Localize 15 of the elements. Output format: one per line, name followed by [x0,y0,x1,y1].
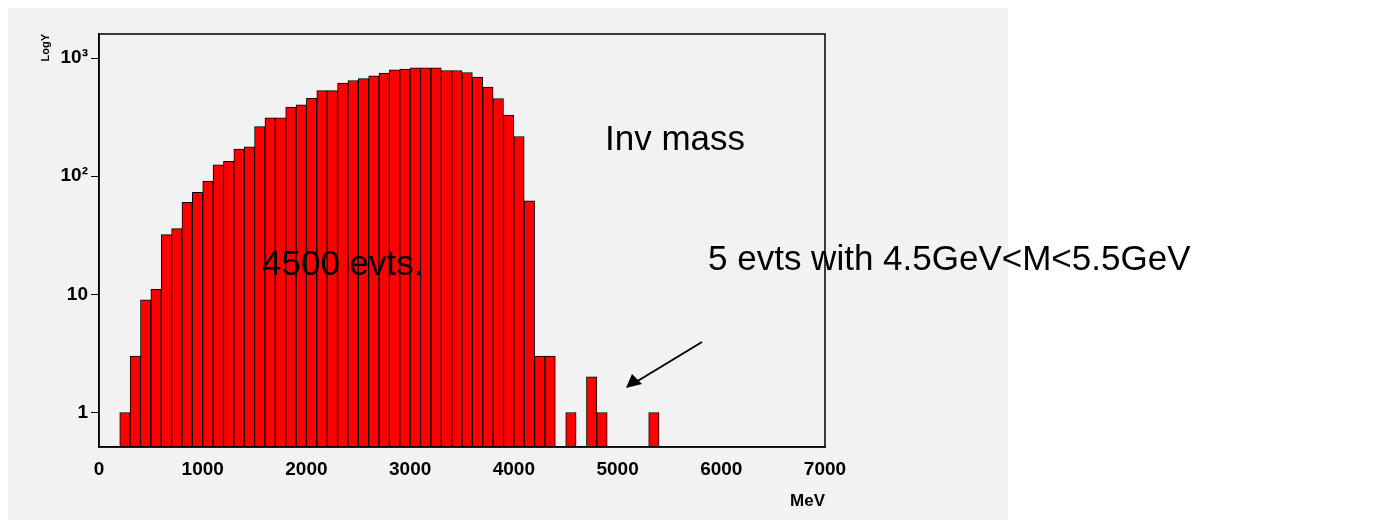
x-tick-label: 3000 [389,457,432,479]
x-axis-title: MeV [790,491,826,511]
y-tick-label: 10³ [60,46,88,68]
y-tick-label: 1 [77,400,89,422]
x-tick-label: 4000 [492,457,535,479]
x-tick-label: 2000 [285,457,328,479]
x-tick-label: 0 [93,457,105,479]
annotation: Inv mass [605,118,746,157]
y-tick-label: 10 [66,282,88,304]
y-axis-title: LogY [38,33,51,62]
x-tick-label: 6000 [700,457,743,479]
x-tick-label: 5000 [596,457,639,479]
x-tick-label: 1000 [181,457,224,479]
y-tick-label: 10² [60,164,88,186]
x-tick-label: 7000 [803,457,847,479]
